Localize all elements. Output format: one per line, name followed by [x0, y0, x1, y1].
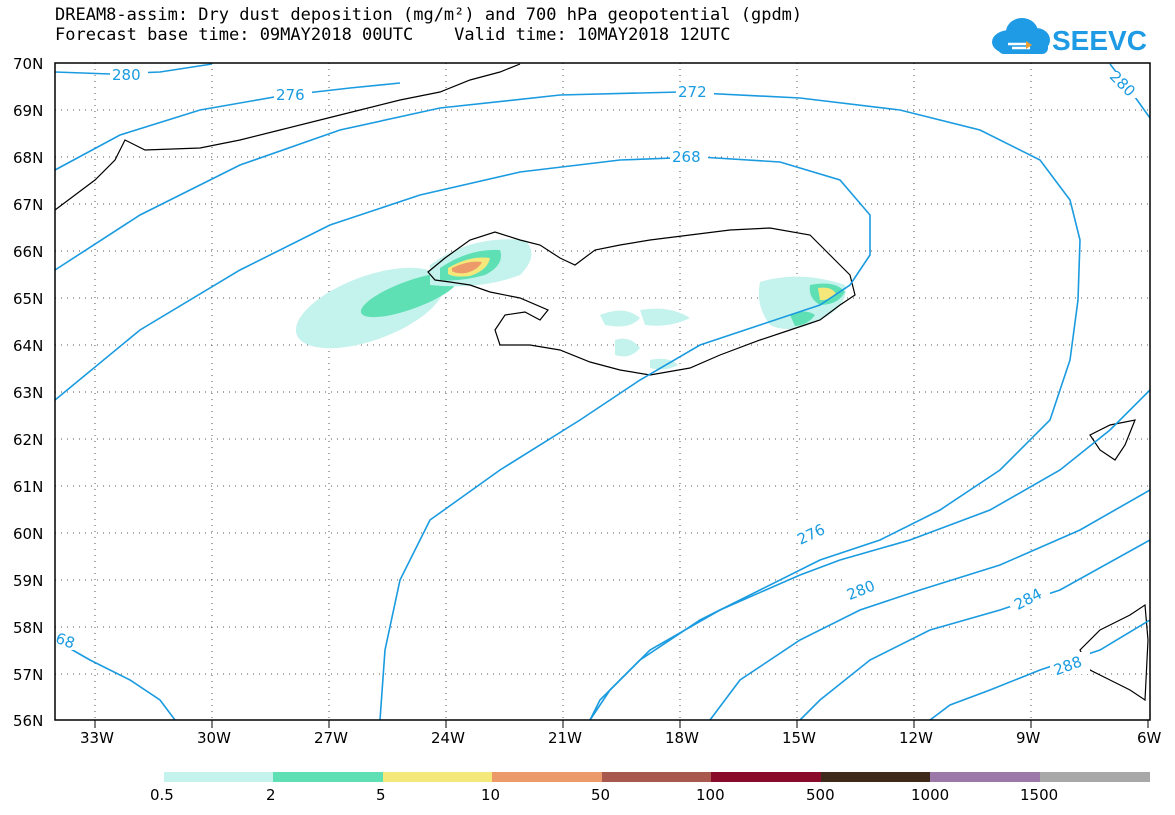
lon-label: 15W [782, 729, 816, 747]
latitude-labels: 70N 69N 68N 67N 66N 65N 64N 63N 62N 61N … [13, 55, 43, 730]
lon-label: 27W [314, 729, 348, 747]
legend-swatch [930, 772, 1040, 782]
lat-label: 62N [13, 431, 43, 449]
cloud-icon [992, 18, 1050, 54]
contour-label: 272 [678, 83, 707, 101]
legend-label: 5 [376, 786, 386, 804]
lat-label: 56N [13, 712, 43, 730]
lat-label: 63N [13, 384, 43, 402]
lat-label: 57N [13, 666, 43, 684]
lon-label: 18W [665, 729, 699, 747]
longitude-labels: 33W 30W 27W 24W 21W 18W 15W 12W 9W 6W [80, 729, 1162, 747]
contour-label: 68 [53, 629, 77, 652]
legend-label: 1500 [1020, 786, 1058, 804]
contour-labels: 280 276 272 268 280 276 280 284 288 68 [53, 66, 1140, 679]
map-title: DREAM8-assim: Dry dust deposition (mg/m²… [55, 5, 803, 25]
seevccc-logo: SEEVCCC [992, 18, 1148, 56]
lat-label: 58N [13, 619, 43, 637]
legend-swatch [273, 772, 383, 782]
lat-lon-grid [55, 63, 1150, 720]
lat-label: 60N [13, 525, 43, 543]
legend-label: 100 [696, 786, 725, 804]
contour-label: 276 [276, 86, 305, 104]
legend-swatch [383, 772, 492, 782]
svg-text:SEEVCCC: SEEVCCC [1052, 25, 1148, 56]
legend-swatch [602, 772, 711, 782]
lon-label: 9W [1016, 729, 1041, 747]
lat-label: 65N [13, 290, 43, 308]
legend-swatch [164, 772, 273, 782]
legend-label: 2 [266, 786, 276, 804]
legend-swatch [492, 772, 602, 782]
map-subtitle: Forecast base time: 09MAY2018 00UTC Vali… [55, 25, 731, 45]
lon-label: 12W [899, 729, 933, 747]
legend-label: 10 [481, 786, 500, 804]
lon-label: 30W [197, 729, 231, 747]
legend-swatch [711, 772, 821, 782]
coastlines [54, 63, 1149, 702]
lat-label: 67N [13, 196, 43, 214]
legend-label: 500 [806, 786, 835, 804]
lon-label: 21W [548, 729, 582, 747]
legend-label: 50 [591, 786, 610, 804]
lon-label: 24W [431, 729, 465, 747]
lon-label: 33W [80, 729, 114, 747]
contour-label: 280 [112, 66, 141, 84]
contour-label: 268 [672, 148, 701, 166]
legend-label: 0.5 [150, 786, 174, 804]
lat-label: 70N [13, 55, 43, 73]
lat-label: 59N [13, 572, 43, 590]
legend-label: 1000 [911, 786, 949, 804]
axis-ticks [94, 720, 1149, 728]
lat-label: 66N [13, 243, 43, 261]
legend-swatch [1040, 772, 1150, 782]
lon-label: 6W [1137, 729, 1162, 747]
lat-label: 69N [13, 102, 43, 120]
legend-swatch [821, 772, 930, 782]
legend-colorbar [164, 772, 1150, 782]
dust-deposition-shading [295, 239, 846, 370]
legend-labels: 0.5 2 5 10 50 100 500 1000 1500 [150, 786, 1058, 804]
lat-label: 61N [13, 478, 43, 496]
lat-label: 68N [13, 149, 43, 167]
map-frame [54, 62, 1151, 721]
lat-label: 64N [13, 337, 43, 355]
